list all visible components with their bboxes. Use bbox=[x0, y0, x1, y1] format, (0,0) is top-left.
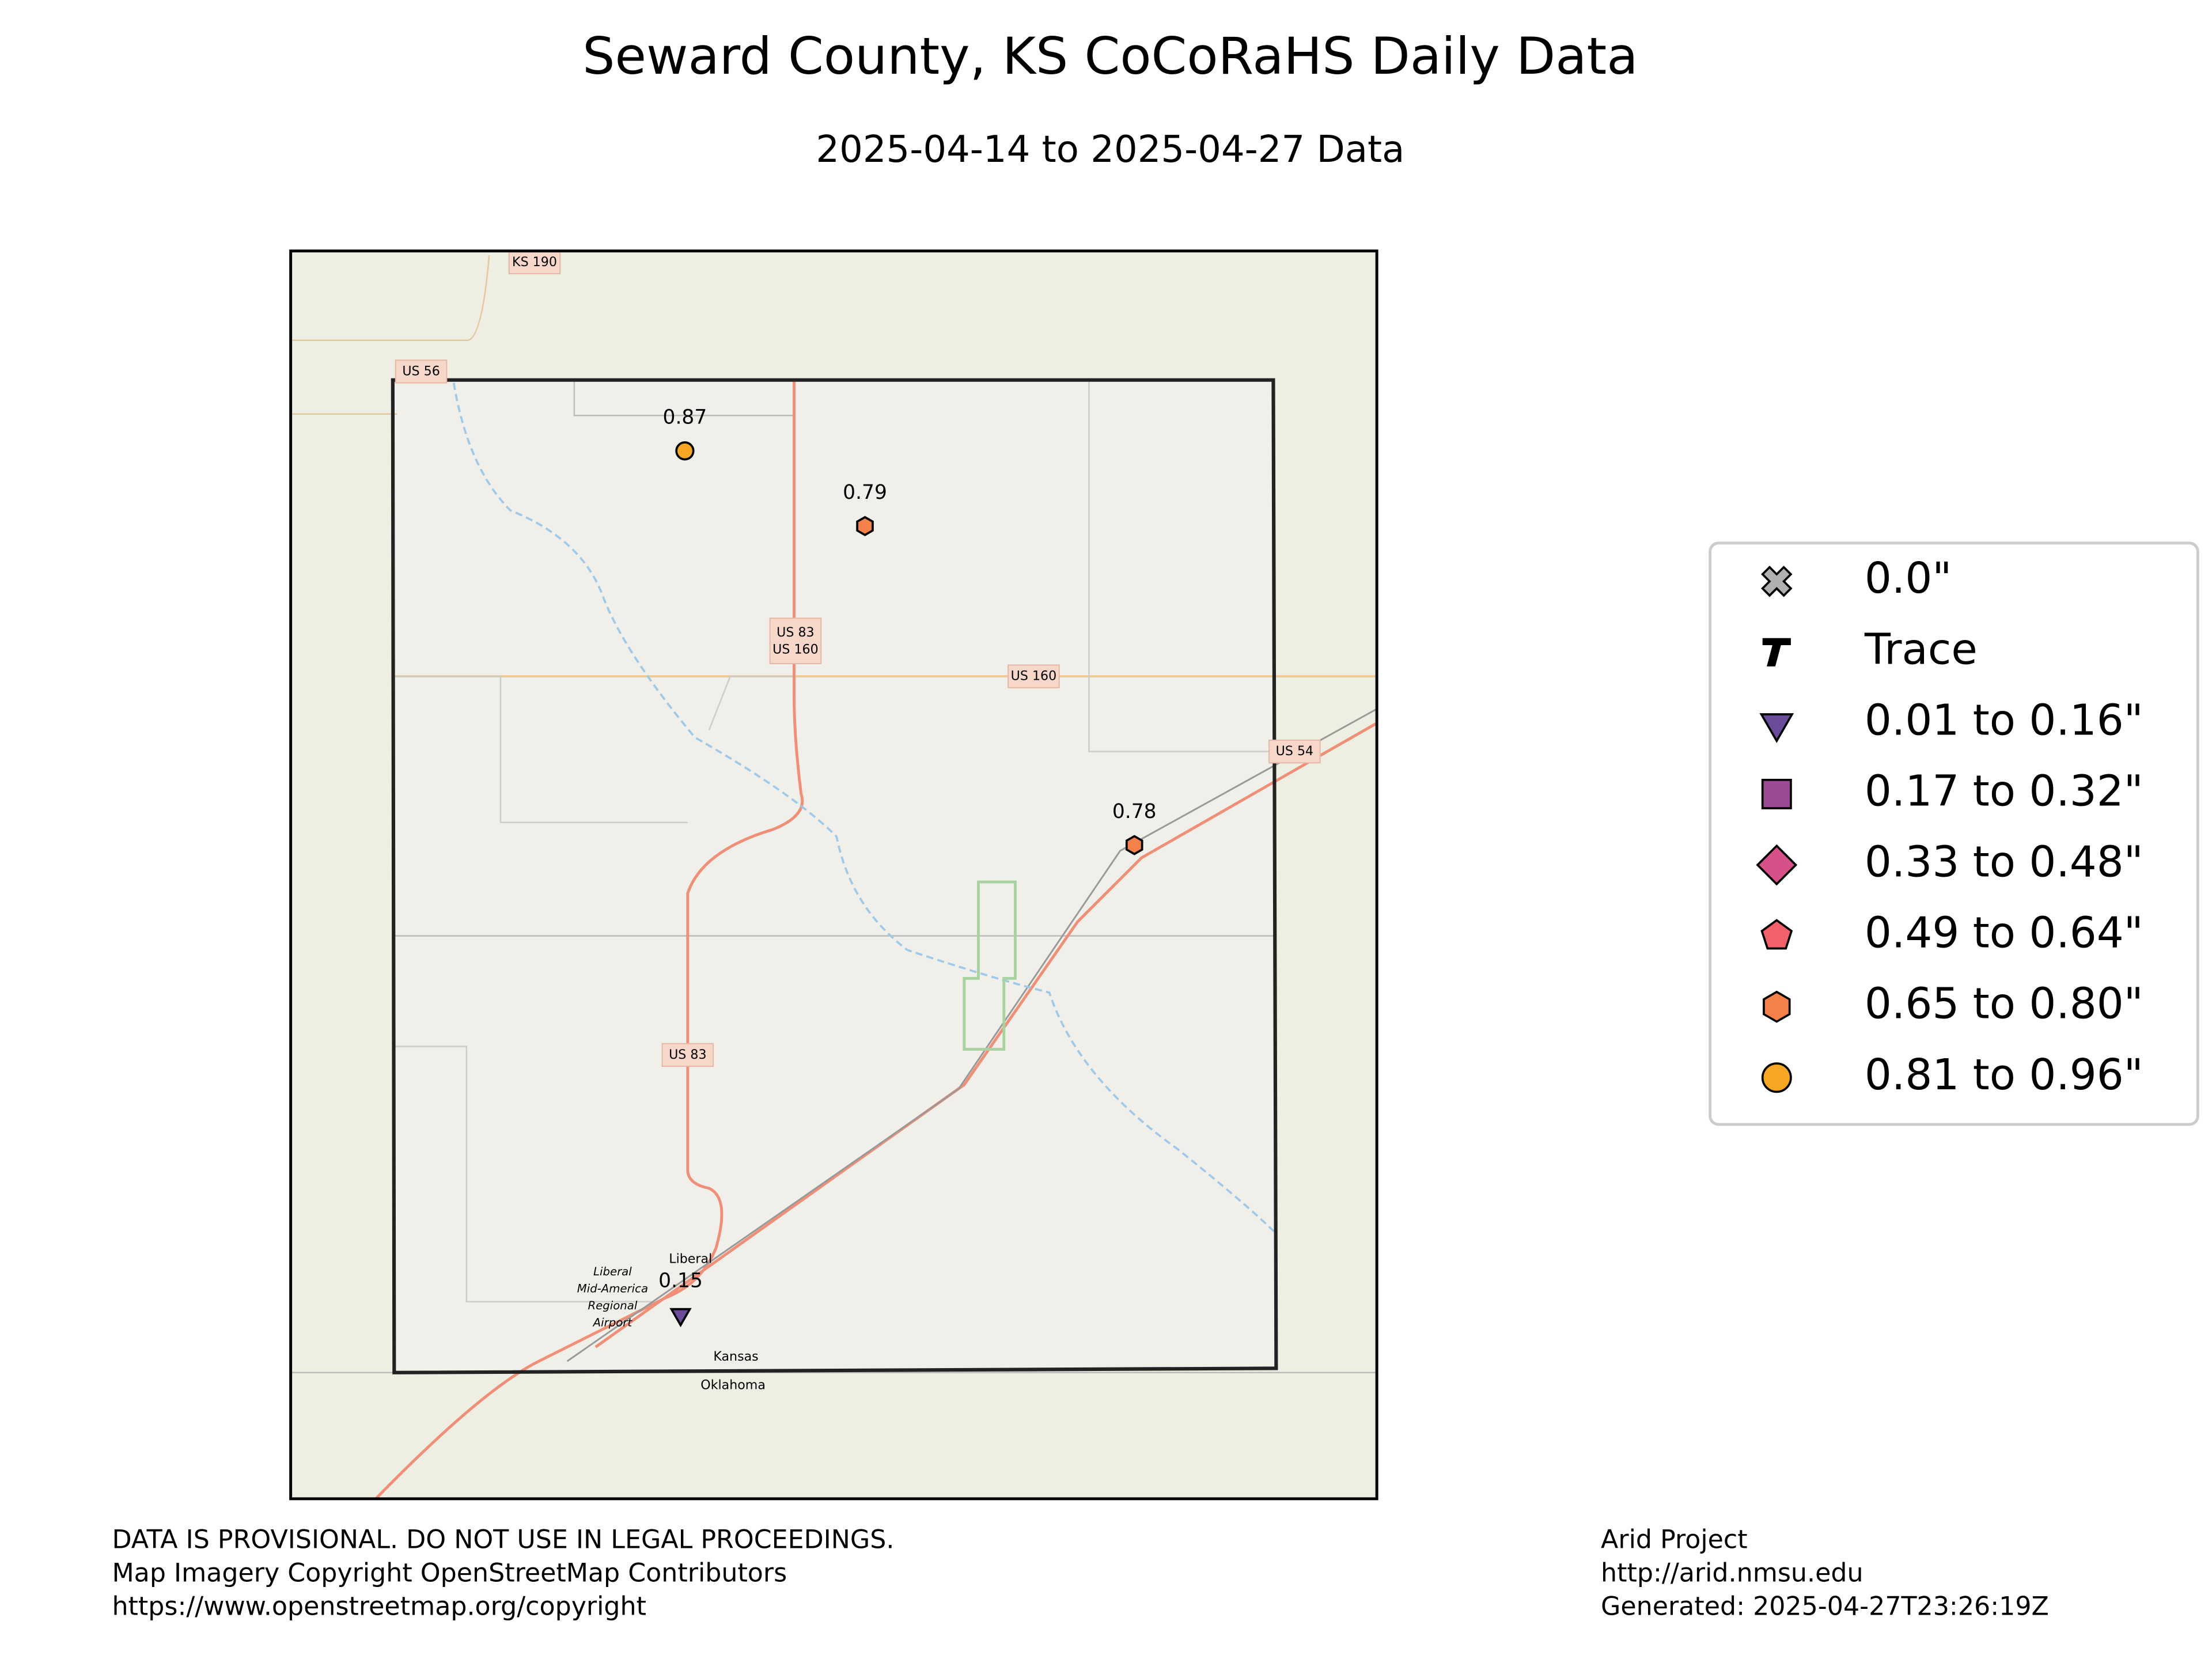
map-label: Liberal Mid-America Regional Airport bbox=[577, 1265, 648, 1330]
legend-label: 0.17 to 0.32" bbox=[1865, 766, 2143, 816]
legend-marker bbox=[1761, 566, 1793, 597]
legend-label: 0.33 to 0.48" bbox=[1865, 838, 2143, 887]
legend-label: 0.65 to 0.80" bbox=[1865, 979, 2143, 1029]
map-label: KS 190 bbox=[512, 255, 557, 270]
footer-text: Map Imagery Copyright OpenStreetMap Cont… bbox=[112, 1559, 787, 1588]
station-value-label: 0.78 bbox=[1112, 800, 1157, 823]
legend-marker bbox=[1760, 919, 1793, 950]
station-marker bbox=[675, 441, 695, 461]
footer: DATA IS PROVISIONAL. DO NOT USE IN LEGAL… bbox=[112, 1525, 2048, 1622]
station-marker bbox=[669, 1308, 692, 1327]
legend-label: 0.01 to 0.16" bbox=[1865, 695, 2143, 745]
road-shield bbox=[769, 618, 822, 664]
road-shield bbox=[1268, 739, 1321, 764]
footer-text: Arid Project bbox=[1601, 1525, 1748, 1555]
footer-text: DATA IS PROVISIONAL. DO NOT USE IN LEGAL… bbox=[112, 1525, 894, 1555]
station-value-label: 0.15 bbox=[658, 1270, 703, 1293]
map-label: Kansas bbox=[713, 1349, 758, 1364]
legend: 0.0" Trace 0.01 to 0.16" 0.17 to 0.32" 0.33 … bbox=[1709, 541, 2199, 1126]
station-marker bbox=[856, 516, 874, 536]
station-value-label: 0.87 bbox=[663, 406, 707, 429]
stations: 0.87 0.79 0.78 0.15 bbox=[658, 406, 1157, 1327]
legend-marker bbox=[1756, 844, 1798, 886]
legend-label: 0.49 to 0.64" bbox=[1865, 908, 2143, 958]
map-label: US 83 bbox=[669, 1047, 706, 1062]
station-marker bbox=[1125, 835, 1143, 855]
legend-label: 0.0" bbox=[1865, 554, 1952, 603]
legend-marker bbox=[1763, 990, 1791, 1023]
map: US 83 US 160 US 160 US 83 US 54 US 56 KS 190 Li… bbox=[289, 249, 1378, 1501]
road-shield bbox=[1007, 664, 1060, 688]
road-shield bbox=[508, 250, 561, 275]
station-value-label: 0.79 bbox=[843, 481, 887, 504]
title: Seward County, KS CoCoRaHS Daily Data bbox=[582, 26, 1638, 86]
road-shield bbox=[661, 1043, 714, 1067]
road-shield bbox=[395, 359, 448, 384]
footer-text: Generated: 2025-04-27T23:26:19Z bbox=[1601, 1592, 2049, 1621]
county-outline bbox=[391, 378, 1278, 1374]
subtitle: 2025-04-14 to 2025-04-27 Data bbox=[816, 128, 1404, 171]
legend-marker bbox=[1762, 638, 1791, 666]
map-label: US 160 bbox=[1011, 669, 1057, 684]
map-frame bbox=[289, 249, 1378, 1501]
map-label: US 56 bbox=[402, 363, 440, 378]
legend-marker bbox=[1761, 779, 1792, 809]
legend-marker bbox=[1759, 713, 1794, 743]
map-label: Oklahoma bbox=[700, 1377, 766, 1392]
legend-label: 0.81 to 0.96" bbox=[1865, 1050, 2143, 1100]
footer-text: http://arid.nmsu.edu bbox=[1601, 1559, 1863, 1588]
legend-label: Trace bbox=[1864, 624, 1978, 674]
county-fill bbox=[392, 380, 1277, 1373]
legend-box bbox=[1709, 541, 2199, 1126]
legend-entries: 0.0" Trace 0.01 to 0.16" 0.17 to 0.32" 0.33 … bbox=[1756, 554, 2143, 1100]
map-labels: US 83 US 160 US 160 US 83 US 54 US 56 KS 190 Li… bbox=[395, 250, 1321, 1392]
legend-marker bbox=[1761, 1062, 1792, 1093]
footer-text: https://www.openstreetmap.org/copyright bbox=[112, 1592, 646, 1621]
map-label: Liberal bbox=[669, 1251, 712, 1266]
map-label: US 83 US 160 bbox=[772, 624, 819, 657]
map-label: US 54 bbox=[1276, 744, 1313, 759]
